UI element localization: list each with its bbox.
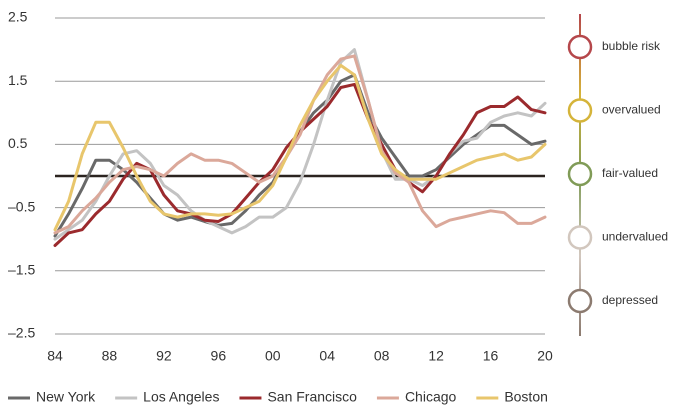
zone-label: undervalued xyxy=(602,230,668,244)
zone-marker xyxy=(567,288,593,314)
legend-label: San Francisco xyxy=(267,389,357,405)
zone-marker xyxy=(567,34,593,60)
zone-marker xyxy=(567,98,593,123)
legend-label: Los Angeles xyxy=(143,389,219,405)
x-tick-label: 84 xyxy=(47,348,63,364)
zone-label: fair-valued xyxy=(602,166,658,180)
zone-marker xyxy=(567,161,593,187)
y-tick-label: –1.5 xyxy=(8,262,35,278)
legend-label: New York xyxy=(36,389,96,405)
x-tick-label: 16 xyxy=(483,348,499,364)
zone-label: depressed xyxy=(602,293,658,307)
x-tick-label: 96 xyxy=(211,348,227,364)
x-tick-label: 00 xyxy=(265,348,281,364)
y-tick-label: –2.5 xyxy=(8,325,35,341)
y-tick-label: –0.5 xyxy=(8,198,35,214)
x-tick-label: 12 xyxy=(428,348,444,364)
series-line xyxy=(53,82,547,247)
zone-label: overvalued xyxy=(602,103,661,117)
y-tick-label: 1.5 xyxy=(8,72,28,88)
y-tick-label: 0.5 xyxy=(8,135,28,151)
legend-label: Chicago xyxy=(405,389,457,405)
zone-label: bubble risk xyxy=(602,39,661,53)
series-line xyxy=(53,48,547,241)
series-line xyxy=(53,63,547,232)
x-tick-label: 04 xyxy=(319,348,335,364)
legend-label: Boston xyxy=(504,389,548,405)
series-line xyxy=(53,54,547,235)
x-tick-label: 20 xyxy=(537,348,553,364)
zone-marker xyxy=(567,225,593,250)
y-tick-label: 2.5 xyxy=(8,9,28,25)
x-tick-label: 08 xyxy=(374,348,390,364)
x-tick-label: 92 xyxy=(156,348,172,364)
x-tick-label: 88 xyxy=(102,348,118,364)
